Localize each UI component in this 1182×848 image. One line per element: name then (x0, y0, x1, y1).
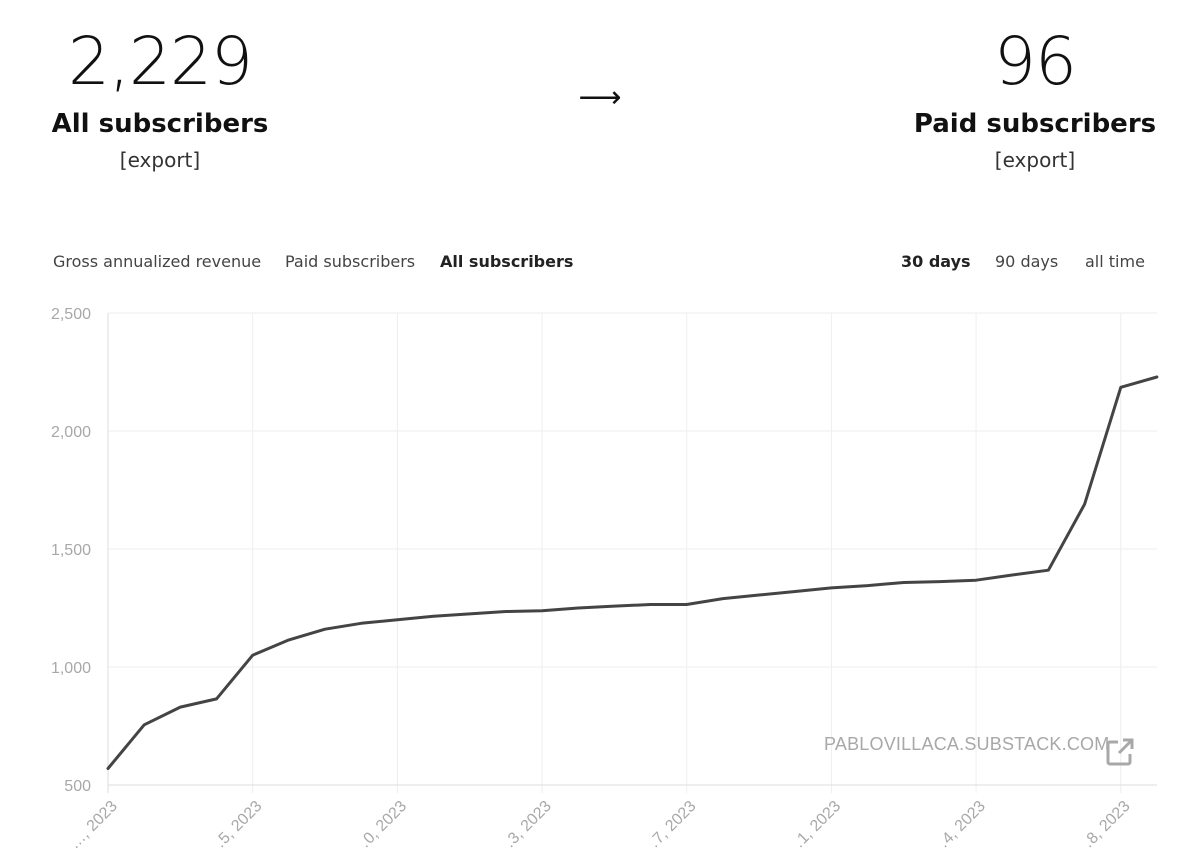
y-tick-label: 1,000 (51, 660, 91, 677)
x-tick-label: …1, 2023 (783, 798, 844, 848)
tab-90-days[interactable]: 90 days (995, 252, 1059, 271)
x-tick-label: …7, 2023 (638, 798, 699, 848)
x-tick-label: …3, 2023 (494, 798, 555, 848)
tab-paid-subscribers[interactable]: Paid subscribers (285, 252, 416, 271)
x-tick-label: …4, 2023 (928, 798, 989, 848)
paid-subscribers-label: Paid subscribers (913, 109, 1157, 139)
all-subscribers-count: 2,229 (68, 23, 253, 100)
tab-30-days[interactable]: 30 days (901, 252, 971, 271)
export-all-subscribers-link[interactable]: [export] (119, 148, 201, 172)
x-tick-label: …5, 2023 (204, 798, 265, 848)
arrow-right-icon: ⟶ (578, 80, 622, 115)
x-tick-label: …0, 2023 (349, 798, 410, 848)
y-tick-label: 1,500 (51, 542, 91, 559)
y-tick-label: 2,000 (51, 424, 91, 441)
y-tick-label: 2,500 (51, 306, 91, 323)
tab-all-time[interactable]: all time (1085, 252, 1145, 271)
x-tick-label: …, 2023 (66, 798, 121, 848)
external-link-icon[interactable] (1104, 736, 1136, 768)
paid-subscribers-count: 96 (994, 23, 1077, 100)
subscribers-line-chart: 500 1,000 1,500 2,000 2,500 …, 2023 …5, 2023 …0… (51, 306, 1159, 848)
y-tick-label: 500 (64, 778, 91, 795)
all-subscribers-stat: 2,229 All subscribers [export] (30, 22, 290, 174)
tab-all-subscribers[interactable]: All subscribers (440, 252, 574, 271)
substack-watermark: PABLOVILLACA.SUBSTACK.COM (824, 734, 1110, 754)
paid-subscribers-stat: 96 Paid subscribers [export] (905, 22, 1165, 174)
all-subscribers-series-line (106, 375, 1159, 770)
all-subscribers-label: All subscribers (51, 109, 269, 139)
tab-gross-annualized-revenue[interactable]: Gross annualized revenue (53, 252, 262, 271)
x-tick-label: …8, 2023 (1073, 798, 1134, 848)
export-paid-subscribers-link[interactable]: [export] (994, 148, 1076, 172)
